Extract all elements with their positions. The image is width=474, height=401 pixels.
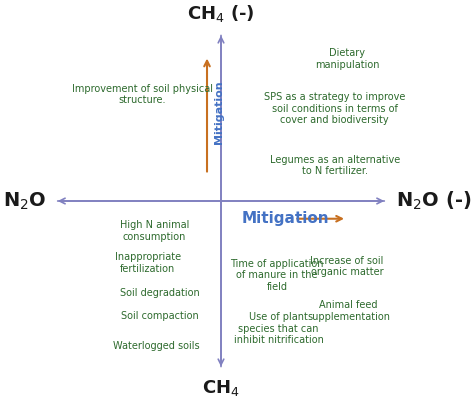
Text: N$_2$O: N$_2$O [3, 190, 46, 212]
Text: Soil degradation: Soil degradation [120, 288, 200, 298]
Text: Animal feed
supplementation: Animal feed supplementation [307, 300, 390, 322]
Text: Mitigation: Mitigation [242, 211, 329, 226]
Text: Time of application
of manure in the
field: Time of application of manure in the fie… [230, 259, 324, 292]
Text: CH$_4$ (-): CH$_4$ (-) [187, 3, 255, 24]
Text: Inappropriate
fertilization: Inappropriate fertilization [115, 252, 181, 274]
Text: Improvement of soil physical
structure.: Improvement of soil physical structure. [72, 84, 213, 105]
Text: N$_2$O (-): N$_2$O (-) [396, 190, 471, 212]
Text: Increase of soil
organic matter: Increase of soil organic matter [310, 256, 383, 277]
Text: High N animal
consumption: High N animal consumption [120, 220, 189, 242]
Text: Legumes as an alternative
to N fertilizer.: Legumes as an alternative to N fertilize… [270, 155, 400, 176]
Text: SPS as a strategy to improve
soil conditions in terms of
cover and biodiversity: SPS as a strategy to improve soil condit… [264, 92, 405, 126]
Text: CH$_4$: CH$_4$ [202, 378, 240, 398]
Text: Soil compaction: Soil compaction [121, 311, 199, 321]
Text: Use of plant
species that can
inhibit nitrification: Use of plant species that can inhibit ni… [234, 312, 324, 345]
Text: Mitigation: Mitigation [214, 81, 224, 144]
Text: Waterlogged soils: Waterlogged soils [113, 341, 200, 351]
Text: Dietary
manipulation: Dietary manipulation [315, 49, 379, 70]
